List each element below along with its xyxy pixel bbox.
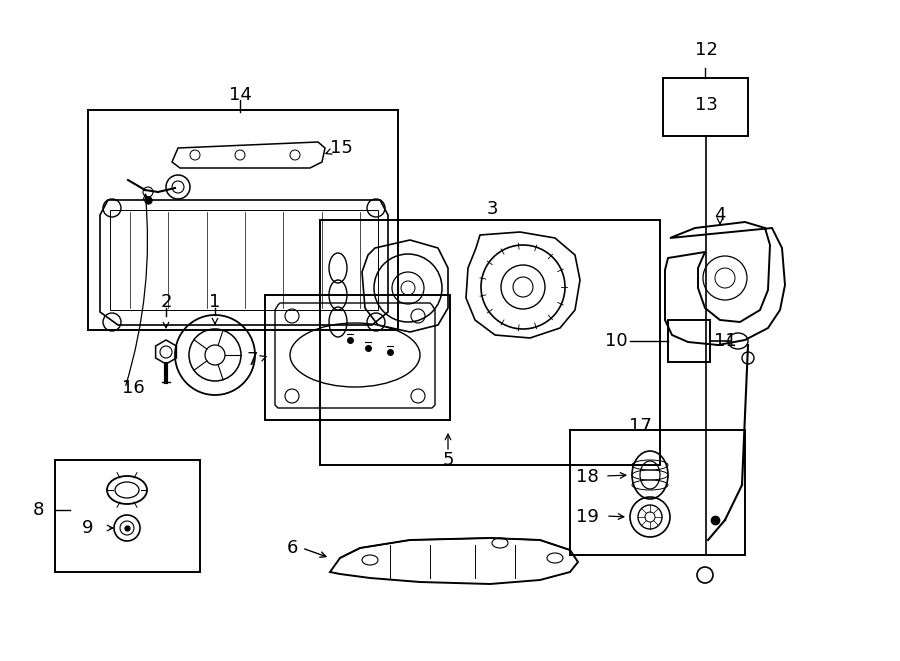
Bar	[668, 320, 710, 362]
Text: 16: 16	[122, 379, 145, 397]
Text: 12: 12	[695, 41, 717, 59]
Text: 1: 1	[210, 293, 220, 311]
Bar	[110, 210, 378, 310]
Text: 3: 3	[486, 200, 498, 218]
Text: 15: 15	[330, 139, 353, 157]
Bar	[320, 220, 660, 465]
Text: 18: 18	[576, 468, 598, 486]
Text: 19: 19	[576, 508, 598, 526]
Text: 17: 17	[628, 417, 652, 435]
Text: 7: 7	[247, 351, 258, 369]
Text: 2: 2	[160, 293, 172, 311]
Bar	[265, 295, 450, 420]
Text: 5: 5	[442, 451, 454, 469]
Text: 10: 10	[606, 332, 628, 350]
Text: 14: 14	[229, 86, 251, 104]
Text: 6: 6	[286, 539, 298, 557]
Text: 11: 11	[714, 332, 737, 350]
Bar	[88, 110, 398, 330]
Text: 9: 9	[82, 519, 94, 537]
Bar	[570, 430, 745, 555]
Text: 13: 13	[695, 96, 717, 114]
Bar	[55, 460, 200, 572]
Text: 4: 4	[715, 206, 725, 224]
Bar	[663, 78, 748, 136]
Text: 8: 8	[32, 501, 44, 519]
